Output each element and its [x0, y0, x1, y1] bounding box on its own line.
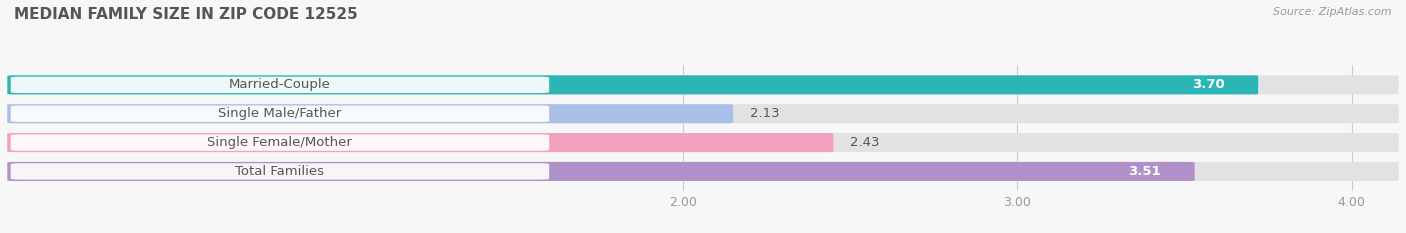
Text: Married-Couple: Married-Couple — [229, 78, 330, 91]
FancyBboxPatch shape — [7, 162, 1195, 181]
Text: Source: ZipAtlas.com: Source: ZipAtlas.com — [1274, 7, 1392, 17]
Text: Single Male/Father: Single Male/Father — [218, 107, 342, 120]
Text: 3.51: 3.51 — [1129, 165, 1161, 178]
Text: Single Female/Mother: Single Female/Mother — [208, 136, 353, 149]
FancyBboxPatch shape — [7, 133, 834, 152]
Text: 2.13: 2.13 — [749, 107, 779, 120]
FancyBboxPatch shape — [7, 75, 1399, 94]
FancyBboxPatch shape — [11, 134, 550, 151]
Text: Total Families: Total Families — [235, 165, 325, 178]
FancyBboxPatch shape — [7, 133, 1399, 152]
Text: MEDIAN FAMILY SIZE IN ZIP CODE 12525: MEDIAN FAMILY SIZE IN ZIP CODE 12525 — [14, 7, 357, 22]
FancyBboxPatch shape — [7, 104, 1399, 123]
Text: 3.70: 3.70 — [1192, 78, 1225, 91]
FancyBboxPatch shape — [11, 106, 550, 122]
FancyBboxPatch shape — [7, 104, 733, 123]
FancyBboxPatch shape — [7, 75, 1258, 94]
Text: 2.43: 2.43 — [851, 136, 880, 149]
FancyBboxPatch shape — [11, 163, 550, 180]
FancyBboxPatch shape — [7, 162, 1399, 181]
FancyBboxPatch shape — [11, 77, 550, 93]
